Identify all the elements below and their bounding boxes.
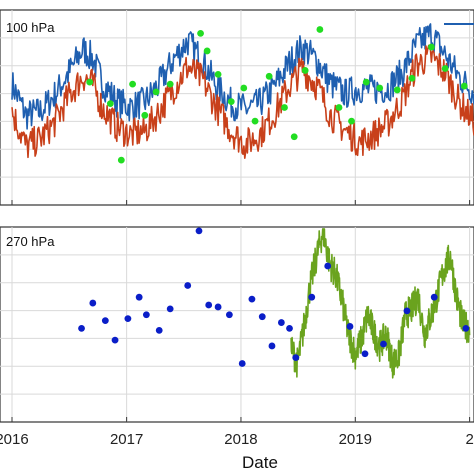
data-point-0-2-3 xyxy=(129,80,136,88)
data-point-0-2-1 xyxy=(106,100,114,107)
x-axis-title: Date xyxy=(242,453,278,472)
data-point-1-1-6 xyxy=(142,311,150,319)
panel-270hpa-frame xyxy=(0,226,474,423)
data-point-0-2-20 xyxy=(362,78,370,86)
panel-100hpa-label: 100 hPa xyxy=(6,20,55,35)
x-tick-label-2017: 2017 xyxy=(110,431,143,448)
data-point-1-1-24 xyxy=(361,350,369,358)
data-point-0-2-25 xyxy=(441,65,449,72)
panel-270hpa: 270 hPa xyxy=(0,226,474,423)
data-point-1-1-2 xyxy=(101,317,109,324)
data-point-1-1-7 xyxy=(155,326,163,334)
data-point-1-1-11 xyxy=(205,301,213,309)
data-point-1-1-4 xyxy=(124,315,132,323)
data-point-1-1-3 xyxy=(111,336,119,344)
data-point-1-1-15 xyxy=(248,295,256,303)
data-point-0-2-16 xyxy=(301,67,309,74)
data-point-0-2-11 xyxy=(240,84,248,92)
panel-270hpa-plot xyxy=(78,227,471,379)
data-point-1-1-26 xyxy=(403,307,411,315)
data-point-1-1-23 xyxy=(346,323,354,330)
data-point-0-2-24 xyxy=(428,43,435,51)
panel-100hpa: 100 hPa xyxy=(0,9,474,206)
panel-100hpa-frame xyxy=(0,9,474,206)
data-point-1-1-16 xyxy=(258,313,266,321)
panel-270hpa-label: 270 hPa xyxy=(6,234,55,249)
data-point-0-2-19 xyxy=(348,117,355,125)
data-point-1-1-18 xyxy=(277,319,285,326)
data-point-1-1-20 xyxy=(292,354,300,362)
data-point-0-2-7 xyxy=(197,30,204,37)
x-tick-label-2016: 2016 xyxy=(0,431,29,448)
data-point-0-2-6 xyxy=(166,80,174,88)
data-point-1-1-21 xyxy=(308,293,316,301)
data-point-0-2-9 xyxy=(214,70,222,78)
data-point-0-2-5 xyxy=(152,88,160,96)
data-point-0-2-4 xyxy=(141,111,149,119)
data-point-0-2-23 xyxy=(408,74,416,82)
x-tick-label-2019: 2019 xyxy=(339,431,372,448)
data-point-1-1-0 xyxy=(78,325,85,332)
data-point-1-1-22 xyxy=(324,262,332,270)
data-point-0-2-12 xyxy=(251,117,259,125)
data-point-1-1-10 xyxy=(195,227,203,235)
data-point-0-2-22 xyxy=(393,86,401,94)
data-point-0-2-13 xyxy=(265,72,273,80)
data-point-1-1-28 xyxy=(462,325,470,332)
data-point-1-1-5 xyxy=(135,293,143,301)
x-axis-ticks: 2016 2017 2018 2019 2 xyxy=(0,431,474,448)
data-point-1-1-9 xyxy=(184,282,192,289)
data-point-1-1-1 xyxy=(89,299,97,307)
x-tick-label-2018: 2018 xyxy=(224,431,257,448)
data-point-1-1-27 xyxy=(430,293,438,301)
data-point-1-1-13 xyxy=(225,311,233,319)
series-line-0-0 xyxy=(11,23,474,130)
panel-100hpa-plot xyxy=(11,23,474,164)
data-point-1-1-14 xyxy=(238,360,246,367)
x-tick-label-2020: 2 xyxy=(465,431,473,448)
data-point-0-2-14 xyxy=(281,104,288,111)
data-point-0-2-8 xyxy=(203,47,211,55)
data-point-0-2-21 xyxy=(376,84,384,92)
data-point-0-2-17 xyxy=(316,26,324,33)
data-point-1-1-19 xyxy=(286,325,293,332)
data-point-1-1-25 xyxy=(380,340,387,348)
data-point-0-2-26 xyxy=(460,82,468,90)
data-point-0-2-15 xyxy=(290,133,298,141)
data-point-1-1-12 xyxy=(214,303,222,311)
data-point-1-1-8 xyxy=(166,305,174,313)
series-line-1-0 xyxy=(290,228,471,379)
data-point-0-2-10 xyxy=(227,98,235,106)
data-point-0-2-18 xyxy=(335,104,343,111)
data-point-0-2-2 xyxy=(117,156,125,164)
panel-270hpa-grid xyxy=(0,227,474,422)
data-point-1-1-17 xyxy=(268,342,276,350)
data-point-0-2-0 xyxy=(86,78,94,86)
